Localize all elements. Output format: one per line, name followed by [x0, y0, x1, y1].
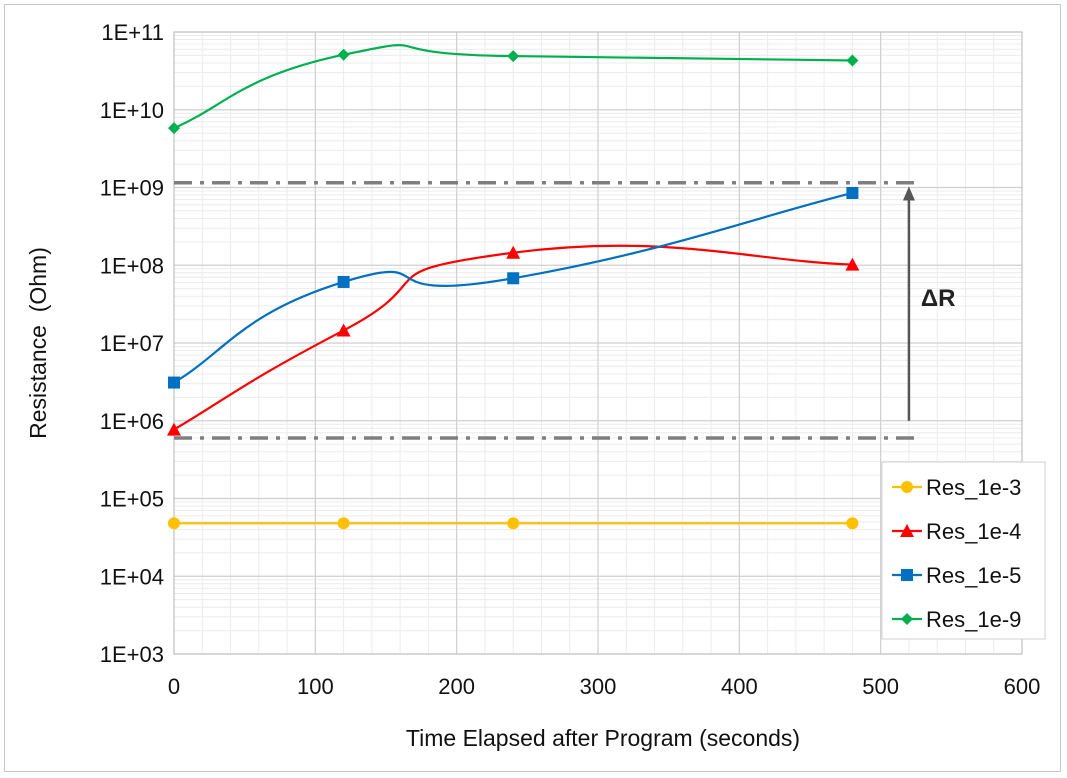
legend-marker — [901, 481, 913, 493]
series-line — [173, 244, 853, 431]
y-tick-label: 1E+04 — [100, 564, 164, 589]
legend-item: Res_1e-5 — [892, 563, 1021, 588]
y-tick-label: 1E+06 — [100, 409, 164, 434]
data-point — [507, 50, 520, 63]
data-point — [507, 272, 520, 285]
legend: Res_1e-3 Res_1e-4 Res_1e-5 Res_1e-9 — [881, 461, 1046, 640]
data-point — [506, 245, 521, 259]
legend-marker — [901, 613, 913, 625]
data-point — [168, 376, 180, 389]
y-tick-label: 1E+08 — [100, 253, 164, 278]
data-point — [846, 186, 859, 199]
data-point — [337, 275, 350, 288]
legend-label: Res_1e-5 — [926, 563, 1021, 588]
data-point — [168, 122, 180, 135]
y-tick-label: 1E+11 — [101, 20, 164, 45]
series-res-1e-5 — [168, 186, 859, 389]
y-tick-label: 1E+07 — [100, 331, 164, 356]
y-axis-title: Resistance (Ohm) — [25, 247, 51, 439]
y-tick-label: 1E+03 — [100, 642, 164, 667]
legend-item: Res_1e-9 — [892, 607, 1021, 632]
x-tick-label: 600 — [1004, 674, 1041, 699]
delta-r-label: ΔR — [921, 285, 956, 312]
data-point — [846, 54, 859, 67]
data-point — [507, 517, 520, 530]
x-tick-label: 500 — [862, 674, 899, 699]
data-point — [845, 257, 860, 271]
x-tick-label: 400 — [721, 674, 758, 699]
data-point — [168, 517, 180, 530]
data-point — [337, 48, 350, 61]
legend-item: Res_1e-3 — [892, 475, 1021, 500]
legend-item: Res_1e-4 — [892, 519, 1021, 544]
data-point — [336, 323, 351, 337]
legend-label: Res_1e-3 — [926, 475, 1021, 500]
series-res-1e-3 — [168, 517, 859, 530]
arrow-head — [902, 186, 915, 201]
legend-label: Res_1e-4 — [926, 519, 1021, 544]
data-point — [337, 517, 350, 530]
legend-label: Res_1e-9 — [926, 607, 1021, 632]
series-res-1e-9 — [168, 44, 859, 135]
delta-r-annotation: ΔR — [174, 181, 956, 440]
plot-area-border — [173, 31, 1023, 655]
chart-frame — [4, 4, 1061, 772]
y-tick-label: 1E+05 — [100, 487, 164, 512]
series-line — [173, 44, 853, 130]
legend-marker — [900, 524, 914, 537]
x-tick-label: 100 — [297, 674, 334, 699]
data-point — [167, 422, 181, 436]
x-tick-label: 200 — [438, 674, 475, 699]
series-res-1e-4 — [167, 244, 860, 436]
series-line — [173, 191, 853, 384]
y-tick-label: 1E+10 — [100, 98, 164, 123]
y-tick-label: 1E+09 — [100, 176, 164, 201]
x-tick-label: 0 — [168, 674, 180, 699]
data-point — [846, 517, 859, 530]
x-axis-title: Time Elapsed after Program (seconds) — [406, 725, 800, 751]
x-tick-label: 300 — [580, 674, 617, 699]
legend-marker — [901, 569, 913, 581]
